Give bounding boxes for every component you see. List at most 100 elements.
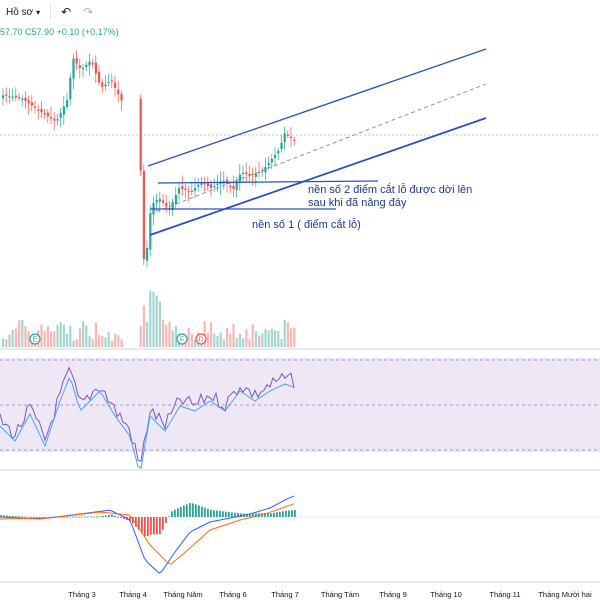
undo-icon[interactable]: ↶ — [61, 5, 72, 19]
macd-histogram-bar — [222, 511, 224, 517]
volume-bar — [117, 335, 120, 347]
macd-histogram-bar — [6, 515, 8, 517]
x-tick-label: Tháng Năm — [163, 590, 202, 599]
macd-histogram-bar — [168, 516, 170, 518]
svg-text:D: D — [198, 337, 203, 344]
volume-bar — [248, 339, 251, 347]
candle-body — [117, 89, 120, 95]
volume-bar — [72, 340, 75, 347]
candle-body — [258, 171, 261, 174]
volume-bar — [114, 333, 117, 347]
channel-lower-line[interactable] — [149, 117, 487, 236]
x-tick-label: Tháng 11 — [489, 590, 520, 599]
volume-bar — [43, 331, 46, 347]
candle-body — [69, 77, 72, 100]
volume-bar — [267, 330, 270, 347]
legend-open: 57.70 — [0, 27, 23, 37]
macd-histogram-bar — [27, 516, 29, 518]
volume-bar — [219, 332, 222, 347]
macd-histogram-bar — [63, 516, 65, 518]
macd-histogram-bar — [3, 515, 5, 517]
macd-histogram-bar — [207, 508, 209, 517]
volume-bar — [290, 328, 293, 347]
macd-histogram-bar — [147, 517, 149, 537]
macd-histogram-bar — [144, 517, 146, 537]
macd-histogram-bar — [204, 507, 206, 517]
redo-icon[interactable]: ↷ — [83, 5, 94, 19]
macd-histogram-bar — [288, 510, 290, 517]
annotation-line-3[interactable]: nền số 1 ( điểm cắt lỗ) — [252, 218, 361, 231]
macd-histogram-bar — [33, 517, 35, 518]
candle-body — [187, 191, 190, 193]
macd-histogram-bar — [291, 510, 293, 517]
volume-bar — [14, 328, 17, 347]
chevron-down-icon: ▾ — [36, 7, 41, 17]
candle-body — [37, 109, 40, 111]
event-marker-f[interactable]: F — [176, 333, 188, 345]
macd-histogram-bar — [282, 511, 284, 517]
macd-histogram-bar — [270, 513, 272, 517]
macd-histogram-bar — [192, 503, 194, 517]
volume-bar — [222, 339, 225, 347]
svg-text:F: F — [180, 337, 184, 344]
macd-histogram-bar — [66, 516, 68, 518]
volume-bar — [251, 324, 254, 347]
volume-bar — [66, 333, 69, 347]
macd-histogram-bar — [231, 512, 233, 517]
volume-bar — [62, 324, 65, 347]
candle-body — [286, 134, 289, 136]
candle-body — [27, 100, 30, 104]
macd-histogram-bar — [69, 516, 71, 518]
candle-body — [107, 81, 110, 84]
candle-body — [293, 139, 296, 141]
macd-histogram-bar — [132, 517, 134, 524]
volume-bar — [213, 333, 216, 347]
volume-bar — [101, 335, 104, 347]
macd-histogram-bar — [240, 513, 242, 517]
candle-body — [11, 96, 14, 98]
profile-dropdown[interactable]: Hồ sơ ▾ — [0, 0, 46, 24]
macd-histogram-bar — [273, 512, 275, 517]
macd-histogram-bar — [12, 515, 14, 517]
rsi-ma-line — [0, 377, 295, 470]
volume-bar — [270, 328, 273, 347]
candlestick-series — [2, 50, 296, 267]
macd-histogram-bar — [111, 514, 113, 517]
macd-histogram-bar — [99, 516, 101, 518]
time-axis[interactable]: Tháng 3 Tháng 4 Tháng Năm Tháng 6 Tháng … — [68, 590, 592, 599]
support-level-2[interactable] — [157, 180, 379, 184]
candle-body — [229, 185, 232, 188]
annotation-line-2[interactable]: sau khi đã nâng đáy — [308, 197, 407, 209]
macd-histogram-bar — [267, 513, 269, 517]
macd-histogram-bar — [228, 511, 230, 517]
macd-histogram-bar — [159, 517, 161, 535]
volume-bar — [258, 335, 261, 347]
macd-histogram-bar — [81, 516, 83, 518]
candle-body — [24, 97, 27, 102]
candle-body — [94, 62, 97, 74]
macd-histogram-bar — [180, 506, 182, 517]
macd-histogram-bar — [216, 510, 218, 517]
candle-body — [290, 136, 293, 138]
event-marker-e[interactable]: E — [29, 333, 41, 345]
macd-histogram-bar — [21, 516, 23, 518]
candle-body — [53, 118, 56, 121]
volume-bar — [261, 333, 264, 347]
candle-body — [104, 84, 107, 87]
candle-body — [162, 200, 165, 203]
event-marker-d[interactable]: D — [195, 333, 207, 345]
ohlc-legend: 57.70 C57.90 +0.10 (+0.17%) — [0, 27, 119, 37]
volume-bar — [11, 330, 14, 347]
annotation-line-1[interactable]: nền số 2 điểm cắt lỗ được dời lên — [308, 183, 472, 196]
svg-text:E: E — [33, 337, 38, 344]
volume-bar — [21, 319, 24, 347]
candle-body — [200, 182, 203, 185]
macd-histogram-bar — [186, 504, 188, 517]
volume-bar — [91, 339, 94, 347]
channel-upper-line[interactable] — [147, 48, 487, 167]
candle-body — [165, 203, 168, 207]
candle-body — [194, 188, 197, 191]
top-toolbar: Hồ sơ ▾ ↶ ↷ — [0, 0, 600, 24]
macd-histogram-bar — [189, 503, 191, 517]
